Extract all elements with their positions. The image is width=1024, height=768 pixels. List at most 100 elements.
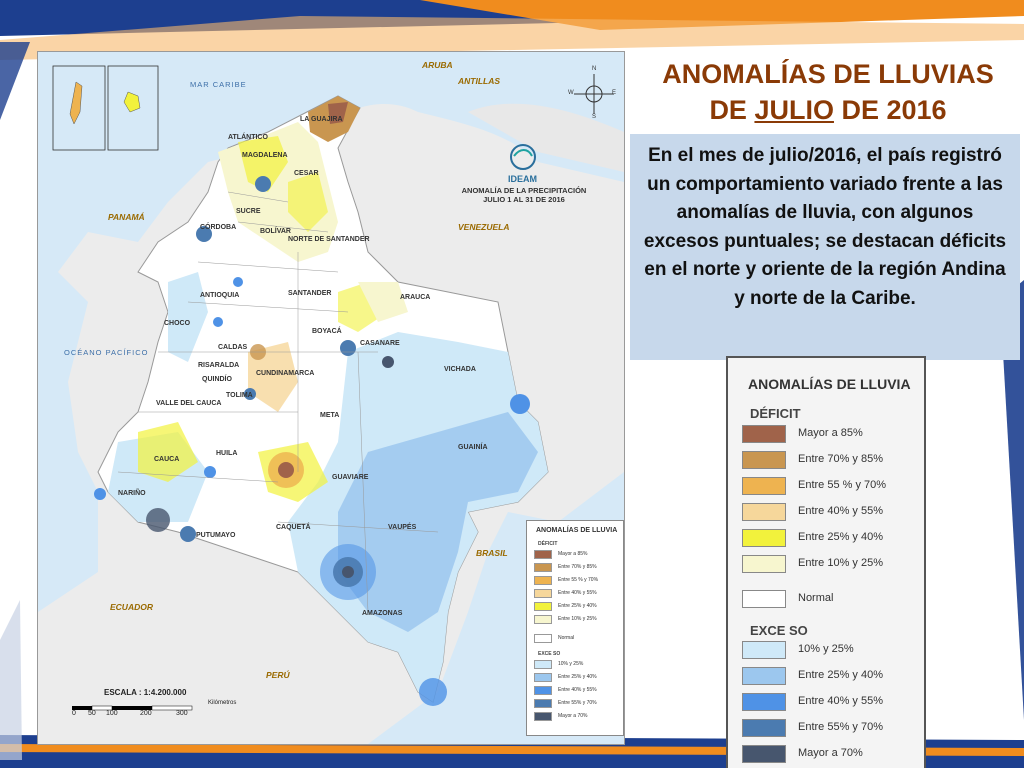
legend-large: ANOMALÍAS DE LLUVIA DÉFICIT Mayor a 85% … (728, 358, 924, 768)
legend-label: Entre 10% y 25% (798, 557, 883, 569)
legend-row: Entre 10% y 25% (742, 553, 922, 575)
dept-norte-santander: NORTE DE SANTANDER (288, 236, 370, 243)
dept-narino: NARIÑO (118, 490, 146, 497)
small-legend-label: Entre 70% y 85% (558, 564, 597, 570)
legend-row: Entre 55 % y 70% (742, 475, 922, 497)
small-legend-row: Entre 55% y 70% (534, 698, 622, 709)
legend-row: Entre 70% y 85% (742, 449, 922, 471)
title-suffix: DE 2016 (833, 95, 947, 125)
dept-amazonas: AMAZONAS (362, 610, 403, 617)
swatch (534, 686, 552, 695)
legend-label: Normal (798, 592, 834, 604)
dept-valle: VALLE DEL CAUCA (156, 400, 222, 407)
swatch (534, 589, 552, 598)
swatch (742, 477, 786, 495)
swatch (742, 693, 786, 711)
swatch (534, 602, 552, 611)
scale-tick: 50 (88, 710, 96, 717)
swatch (534, 673, 552, 682)
legend-row: Entre 40% y 55% (742, 691, 922, 713)
small-legend-row: Entre 25% y 40% (534, 672, 622, 683)
dept-huila: HUILA (216, 450, 238, 457)
dept-arauca: ARAUCA (400, 294, 431, 301)
legend-exceso-heading: EXCE SO (750, 623, 808, 638)
legend-row: Entre 55% y 70% (742, 717, 922, 739)
dept-santander: SANTANDER (288, 290, 332, 297)
scale-tick: 0 (72, 710, 76, 717)
scale-unit: Kilómetros (208, 700, 237, 706)
legend-label: 10% y 25% (798, 643, 854, 655)
swatch (534, 615, 552, 624)
swatch (742, 425, 786, 443)
dept-tolima: TOLIMA (226, 392, 253, 399)
swatch (742, 529, 786, 547)
dept-antioquia: ANTIOQUIA (200, 292, 240, 299)
small-legend-row: Entre 40% y 55% (534, 685, 622, 696)
legend-deficit-heading: DÉFICIT (750, 406, 801, 421)
swatch (534, 576, 552, 585)
small-legend-row: Mayor a 70% (534, 711, 622, 722)
dept-magdalena: MAGDALENA (242, 152, 288, 159)
title-prefix: DE (709, 95, 755, 125)
legend-label: Entre 55% y 70% (798, 721, 883, 733)
dept-caqueta: CAQUETÁ (276, 524, 311, 531)
small-legend-row: Entre 10% y 25% (534, 614, 622, 625)
dept-putumayo: PUTUMAYO (196, 532, 236, 539)
dept-guaviare: GUAVIARE (332, 474, 369, 481)
legend-row: Mayor a 85% (742, 423, 922, 445)
sea-label-caribe: MAR CARIBE (190, 80, 247, 89)
swatch (534, 563, 552, 572)
label-antillas: ANTILLAS (458, 76, 501, 86)
swatch (742, 719, 786, 737)
legend-row: Entre 40% y 55% (742, 501, 922, 523)
dept-guainia: GUAINÍA (458, 444, 488, 451)
precipitation-anomaly-map: MAR CARIBE OCÉANO PACÍFICO ARUBA ANTILLA… (38, 52, 624, 744)
small-legend-label: Entre 40% y 55% (558, 590, 597, 596)
title-line-2: DE JULIO DE 2016 (632, 92, 1024, 128)
small-legend-row: Entre 25% y 40% (534, 601, 622, 612)
description-box: En el mes de julio/2016, el país registr… (630, 134, 1020, 360)
small-legend-row: Normal (534, 633, 622, 644)
map-title-line2: JULIO 1 AL 31 DE 2016 (483, 195, 565, 204)
title-month: JULIO (754, 95, 834, 125)
small-legend-exceso: EXCE SO (538, 651, 561, 657)
legend-label: Entre 40% y 55% (798, 505, 883, 517)
map-legend-small: ANOMALÍAS DE LLUVIA DÉFICIT Mayor a 85% … (526, 520, 624, 736)
dept-boyaca: BOYACÁ (312, 328, 342, 335)
dept-cesar: CESAR (294, 170, 319, 177)
swatch (534, 660, 552, 669)
small-legend-row: Entre 55 % y 70% (534, 575, 622, 586)
swatch (742, 641, 786, 659)
legend-row: Entre 25% y 40% (742, 527, 922, 549)
dept-choco: CHOCO (164, 320, 191, 327)
dept-risaralda: RISARALDA (198, 362, 240, 369)
ideam-logo-text: IDEAM (508, 174, 537, 184)
scale-tick: 300 (176, 710, 188, 717)
legend-row: Mayor a 70% (742, 743, 922, 765)
small-legend-label: Entre 55 % y 70% (558, 577, 599, 583)
compass-north: N (592, 66, 597, 72)
swatch (742, 555, 786, 573)
legend-row: 10% y 25% (742, 639, 922, 661)
swatch (742, 503, 786, 521)
dept-casanare: CASANARE (360, 340, 400, 347)
map-graphic (38, 52, 624, 744)
small-legend-label: Mayor a 70% (558, 713, 588, 719)
swatch (742, 667, 786, 685)
scale-label: ESCALA : 1:4.200.000 (104, 688, 187, 697)
legend-row: Entre 25% y 40% (742, 665, 922, 687)
swatch (742, 451, 786, 469)
small-legend-row: 10% y 25% (534, 659, 622, 670)
scale-tick: 100 (106, 710, 118, 717)
small-legend-deficit: DÉFICIT (538, 541, 558, 547)
compass-west: W (568, 90, 574, 96)
label-venezuela: VENEZUELA (458, 222, 510, 232)
sea-label-pacifico: OCÉANO PACÍFICO (64, 348, 149, 357)
legend-label: Entre 55 % y 70% (798, 479, 887, 491)
swatch (534, 699, 552, 708)
legend-label: Mayor a 85% (798, 427, 863, 439)
compass-south: S (592, 114, 597, 120)
small-legend-label: Normal (558, 635, 575, 641)
legend-row: Normal (742, 588, 922, 610)
dept-cauca: CAUCA (154, 456, 180, 463)
